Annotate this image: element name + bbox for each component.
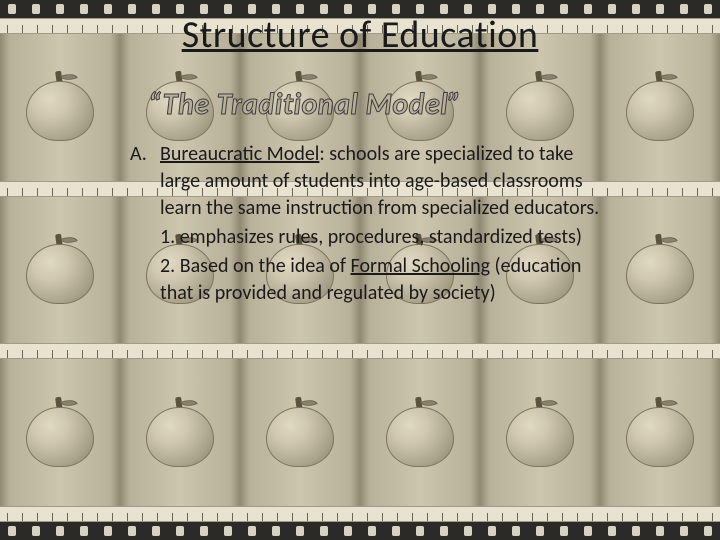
list-body: Bureaucratic Model: schools are speciali… xyxy=(160,141,600,307)
lead-line: Bureaucratic Model: schools are speciali… xyxy=(160,141,600,222)
slide-content: Structure of Education “The Traditional … xyxy=(0,0,720,540)
lead-term: Bureaucratic Model xyxy=(160,142,319,166)
sub2-term: Formal Schooling xyxy=(351,254,490,278)
subpoint-1: 1. emphasizes rules, procedures, standar… xyxy=(160,224,600,251)
slide-subtitle: “The Traditional Model” xyxy=(148,86,600,123)
list-marker: A. xyxy=(130,141,160,307)
sub2-pre: 2. Based on the idea of xyxy=(160,254,351,278)
list-item-a: A. Bureaucratic Model: schools are speci… xyxy=(120,141,600,307)
slide-title: Structure of Education xyxy=(120,12,600,58)
subpoint-2: 2. Based on the idea of Formal Schooling… xyxy=(160,253,600,307)
